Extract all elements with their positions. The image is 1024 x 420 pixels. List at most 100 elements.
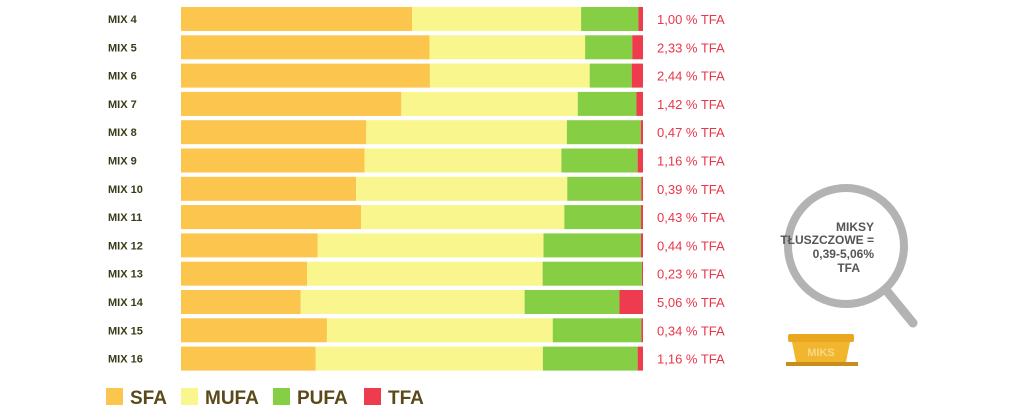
tfa-value-label: 2,33 % TFA (657, 40, 725, 55)
bar-segment-sfa (181, 233, 318, 258)
bar-segment-sfa (181, 261, 308, 286)
callout-line-2: TŁUSZCZOWE = (780, 233, 874, 247)
bar-segment-sfa (181, 91, 402, 116)
bar-row: MIX 14 5,06 % TFA (108, 290, 725, 314)
bar-segment-pufa (566, 120, 641, 145)
bar-row: MIX 10 0,39 % TFA (108, 176, 725, 201)
bar-segment-sfa (181, 290, 301, 314)
tfa-value-label: 0,34 % TFA (657, 323, 725, 338)
category-label: MIX 10 (108, 184, 143, 196)
bar-segment-mufa (366, 120, 567, 145)
tfa-value-label: 5,06 % TFA (657, 295, 725, 310)
bar-rows: MIX 4 1,00 % TFA MIX 5 2,33 % TFA MIX 6 2,44 … (108, 7, 725, 371)
category-label: MIX 7 (108, 99, 137, 111)
bar-segment-mufa (300, 290, 525, 314)
category-label: MIX 6 (108, 71, 137, 83)
bar-row: MIX 11 0,43 % TFA (108, 205, 725, 230)
bar-segment-pufa (589, 63, 632, 88)
legend-swatch (181, 388, 198, 405)
bar-segment-pufa (552, 318, 642, 343)
legend-label: PUFA (297, 388, 348, 409)
legend-item: TFA (364, 388, 424, 409)
bar-row: MIX 8 0,47 % TFA (108, 120, 725, 145)
legend-item: PUFA (273, 388, 348, 409)
tfa-value-label: 0,47 % TFA (657, 125, 725, 140)
category-label: MIX 14 (108, 297, 144, 309)
bar-segment-pufa (543, 233, 641, 258)
legend-label: SFA (130, 388, 167, 409)
bar-segment-tfa (632, 35, 643, 60)
legend-label: TFA (388, 388, 424, 409)
bar-segment-tfa (641, 176, 643, 201)
bar-segment-pufa (524, 290, 620, 314)
category-label: MIX 12 (108, 240, 143, 252)
bar-segment-sfa (181, 205, 362, 230)
legend-swatch (364, 388, 381, 405)
bar-segment-sfa (181, 148, 365, 173)
callout-line-3: 0,39-5,06% (813, 247, 875, 261)
bar-row: MIX 12 0,44 % TFA (108, 233, 725, 258)
bar-segment-pufa (567, 176, 642, 201)
bar-segment-mufa (361, 205, 565, 230)
bar-segment-tfa (636, 91, 643, 116)
bar-segment-tfa (641, 205, 643, 230)
jar-label: MIKS (807, 347, 835, 359)
bar-segment-pufa (564, 205, 642, 230)
category-label: MIX 5 (108, 42, 137, 54)
tfa-value-label: 1,16 % TFA (657, 352, 725, 367)
bar-segment-sfa (181, 318, 327, 343)
magnifier-icon: MIKSY TŁUSZCZOWE = 0,39-5,06% TFA (780, 184, 918, 328)
legend-label: MUFA (205, 388, 259, 409)
bar-segment-mufa (326, 318, 553, 343)
bar-segment-mufa (429, 63, 590, 88)
bar-segment-tfa (619, 290, 643, 314)
tfa-value-label: 0,44 % TFA (657, 238, 725, 253)
callout-line-1: MIKSY (836, 220, 874, 234)
bar-segment-mufa (315, 346, 543, 371)
bar-segment-tfa (631, 63, 643, 88)
bar-segment-tfa (640, 120, 643, 145)
category-label: MIX 15 (108, 325, 143, 337)
legend: SFA MUFA PUFA TFA (106, 388, 424, 409)
bar-segment-pufa (585, 35, 633, 60)
bar-segment-mufa (356, 176, 568, 201)
tfa-value-label: 0,23 % TFA (657, 267, 725, 282)
bar-segment-mufa (412, 7, 582, 31)
legend-swatch (273, 388, 290, 405)
bar-segment-pufa (581, 7, 639, 31)
legend-item: SFA (106, 388, 167, 409)
tfa-value-label: 1,42 % TFA (657, 97, 725, 112)
bar-segment-pufa (577, 91, 637, 116)
bar-row: MIX 7 1,42 % TFA (108, 91, 725, 116)
callout-line-4: TFA (837, 261, 860, 275)
bar-segment-tfa (641, 318, 643, 343)
legend-item: MUFA (181, 388, 259, 409)
bar-segment-tfa (637, 148, 643, 173)
bar-segment-mufa (317, 233, 544, 258)
legend-swatch (106, 388, 123, 405)
bar-row: MIX 4 1,00 % TFA (108, 7, 725, 31)
category-label: MIX 8 (108, 127, 137, 139)
category-label: MIX 4 (108, 14, 138, 26)
bar-row: MIX 9 1,16 % TFA (108, 148, 725, 173)
bar-segment-mufa (401, 91, 578, 116)
bar-row: MIX 6 2,44 % TFA (108, 63, 725, 88)
bar-segment-sfa (181, 176, 357, 201)
bar-segment-mufa (364, 148, 562, 173)
bar-segment-mufa (307, 261, 543, 286)
category-label: MIX 16 (108, 354, 143, 366)
bar-row: MIX 15 0,34 % TFA (108, 318, 725, 343)
bar-segment-pufa (542, 261, 642, 286)
bar-segment-tfa (640, 233, 643, 258)
category-label: MIX 9 (108, 156, 137, 168)
bar-segment-sfa (181, 346, 316, 371)
bar-row: MIX 13 0,23 % TFA (108, 261, 725, 286)
bar-segment-sfa (181, 120, 367, 145)
tfa-value-label: 2,44 % TFA (657, 69, 725, 84)
jar-icon: MIKS (786, 334, 858, 366)
bar-segment-tfa (641, 261, 643, 286)
bar-row: MIX 5 2,33 % TFA (108, 35, 725, 60)
tfa-value-label: 1,16 % TFA (657, 154, 725, 169)
bar-segment-tfa (637, 346, 643, 371)
